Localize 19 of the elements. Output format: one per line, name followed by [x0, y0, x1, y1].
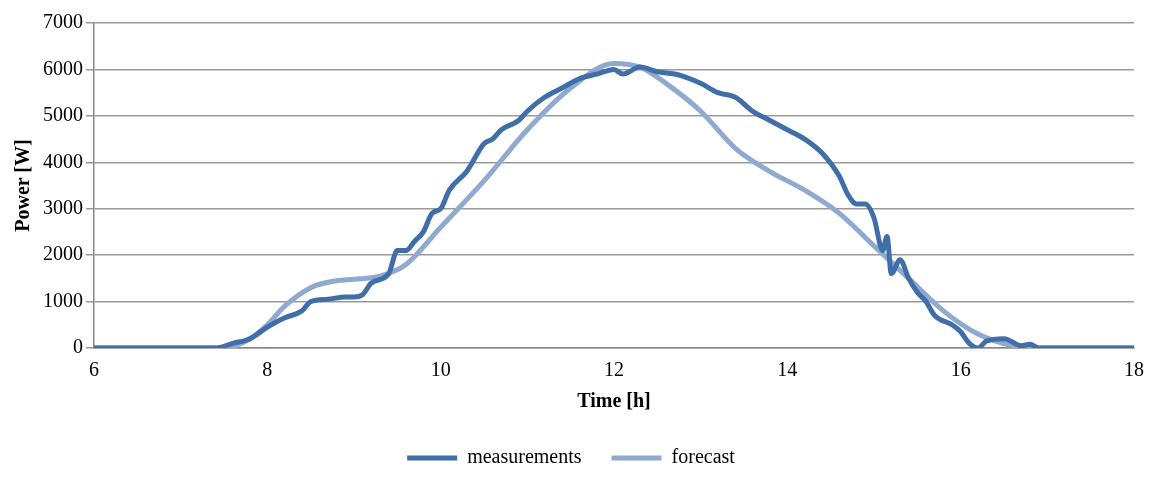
x-tick-label: 6: [89, 358, 99, 381]
x-tick-label: 12: [604, 358, 624, 381]
x-tick-label: 8: [262, 358, 273, 381]
y-tick-label: 6000: [43, 56, 83, 79]
y-axis-title: Power [W]: [11, 139, 34, 232]
y-tick-label: 5000: [43, 103, 83, 126]
y-tick-label: 1000: [43, 288, 83, 311]
x-axis-title: Time [h]: [577, 389, 651, 412]
x-tick-label: 16: [950, 358, 971, 381]
x-tick-label: 14: [777, 358, 798, 381]
legend-label: forecast: [671, 445, 736, 468]
y-tick-label: 3000: [43, 195, 83, 218]
y-tick-label: 4000: [43, 149, 83, 172]
legend-label: measurements: [467, 445, 582, 468]
y-tick-label: 0: [73, 335, 83, 358]
y-tick-label: 2000: [43, 242, 83, 265]
x-tick-label: 10: [430, 358, 451, 381]
x-tick-label: 18: [1124, 358, 1144, 381]
y-tick-label: 7000: [43, 10, 83, 33]
